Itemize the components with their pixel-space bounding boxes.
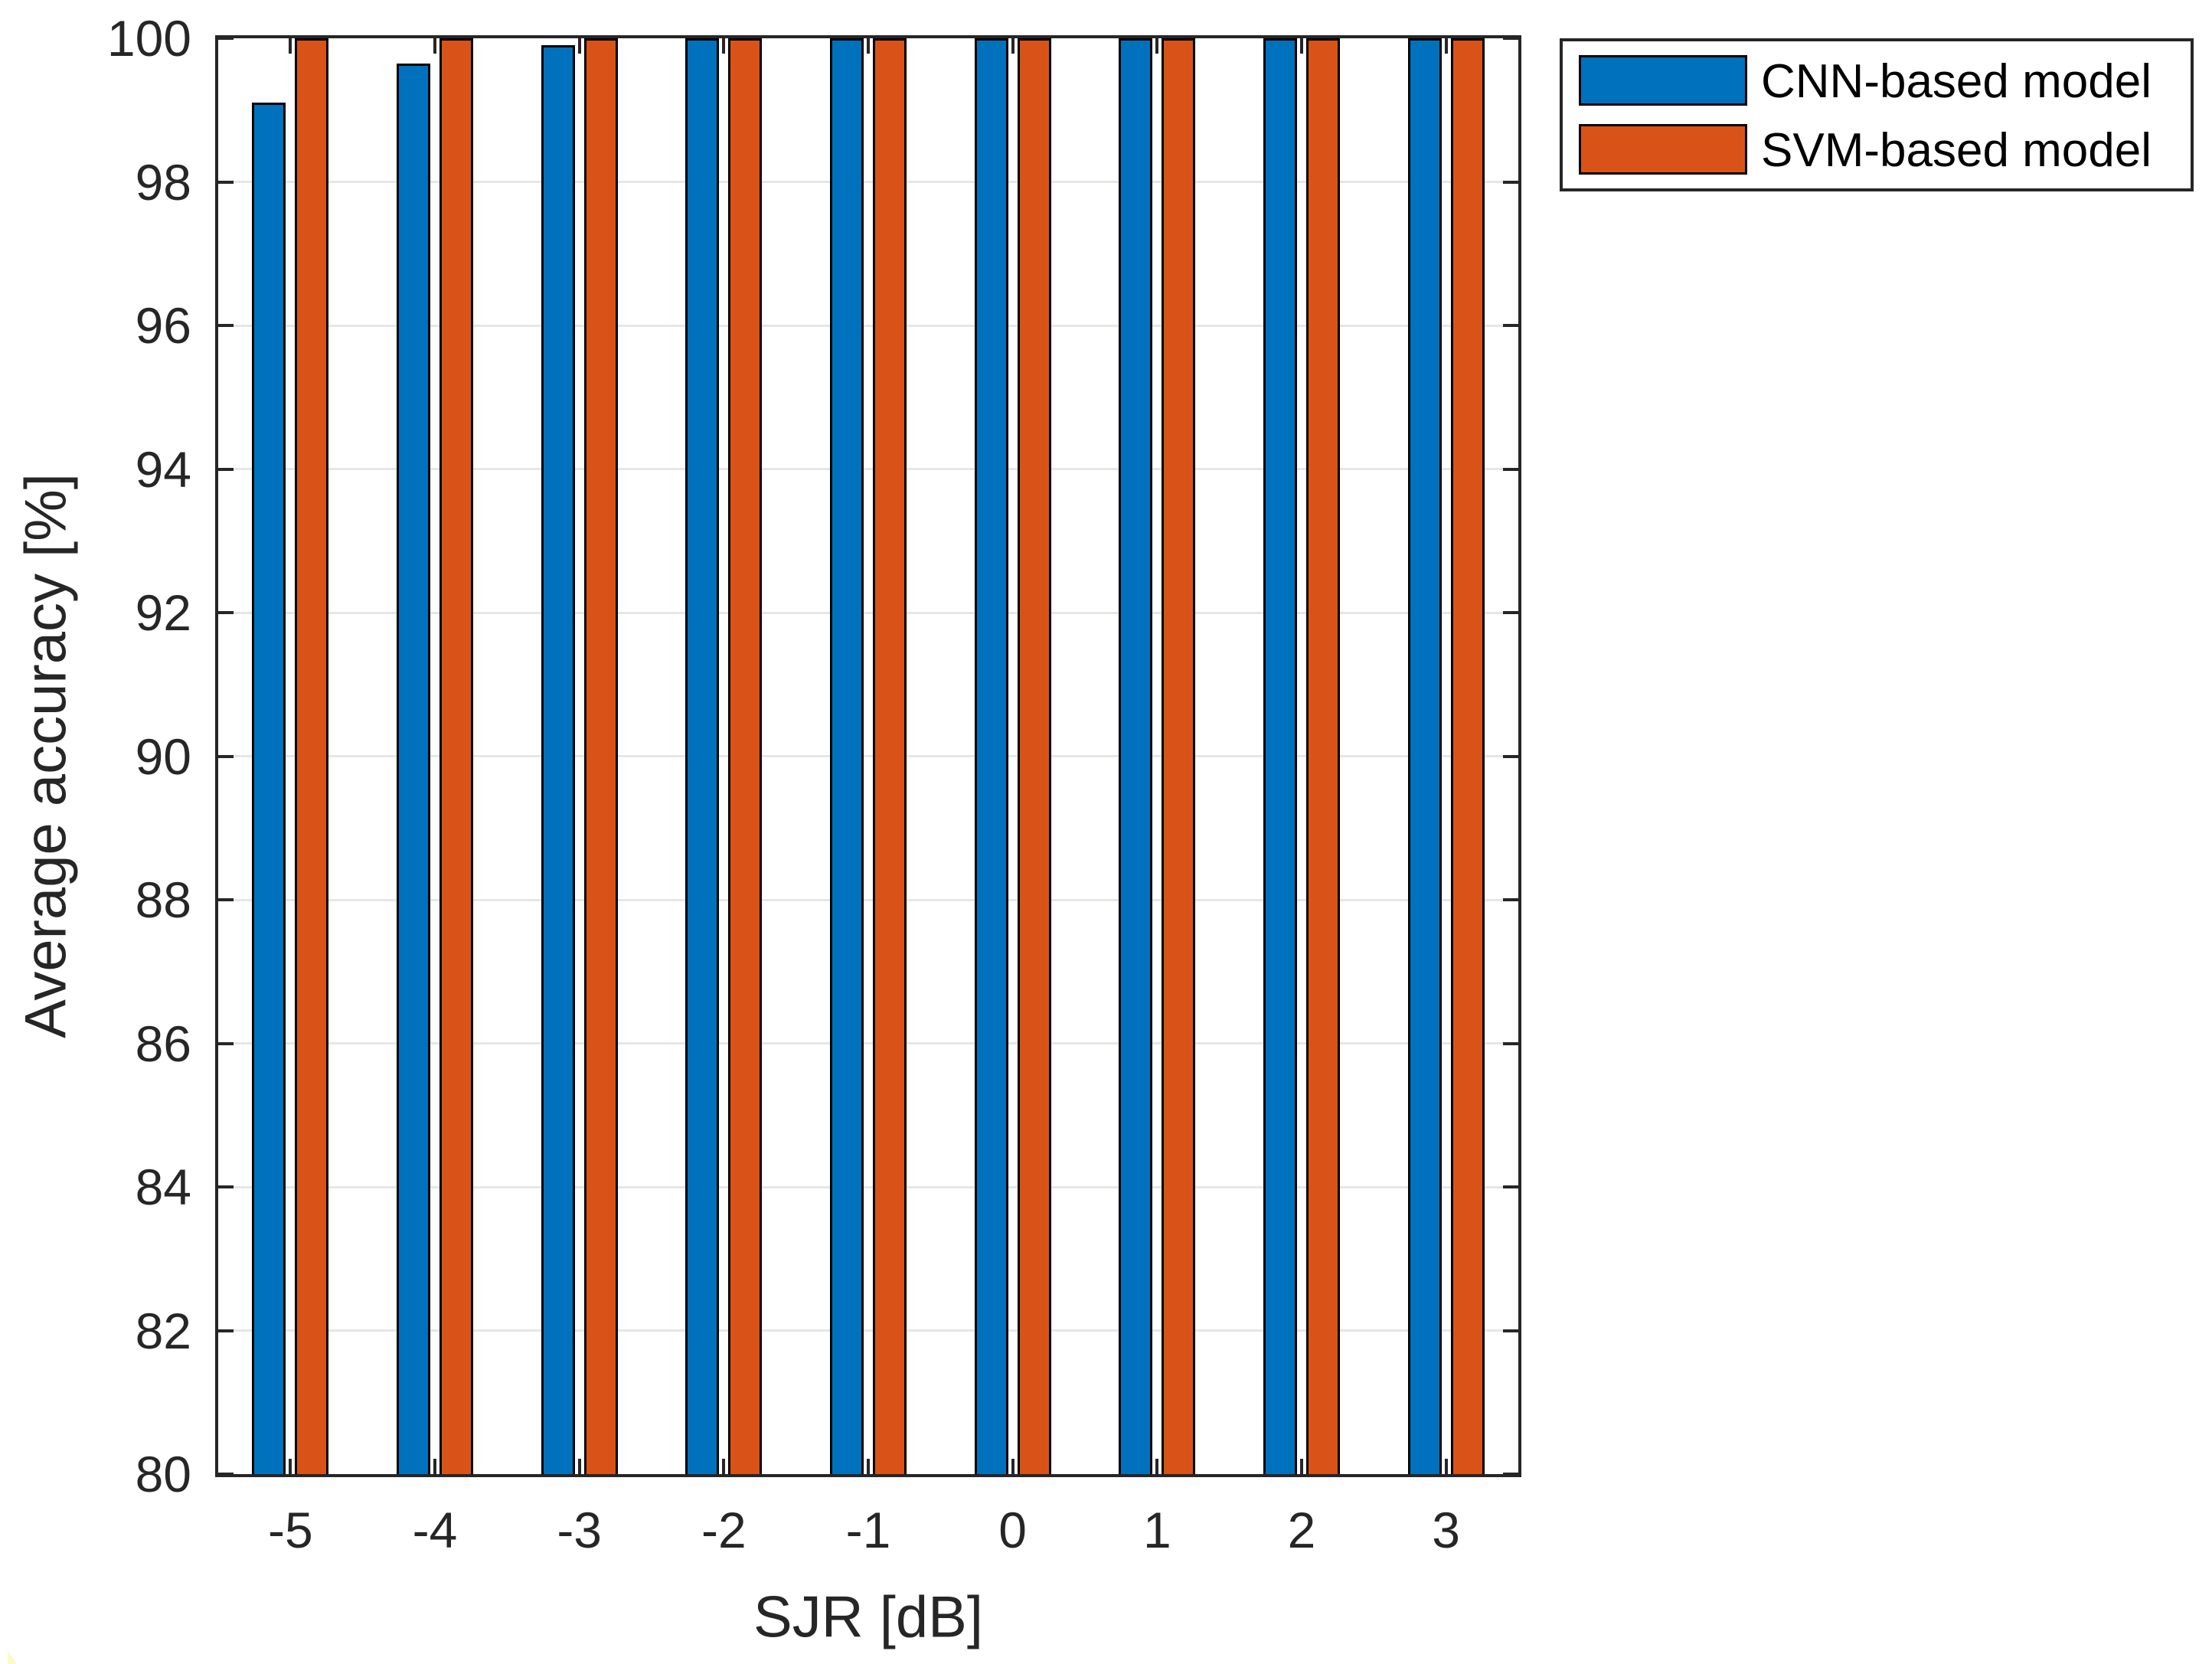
bar-cnn-based-model-at-0 [974, 38, 1008, 1474]
bar-svm-based-model-at-1 [1162, 38, 1196, 1474]
x-tick-mark-bottom [722, 1459, 726, 1474]
y-tick-mark-left [218, 180, 234, 184]
bar-cnn-based-model-at-2 [1263, 38, 1297, 1474]
x-axis-label: SJR [dB] [753, 1584, 983, 1650]
y-tick-mark-left [218, 1473, 234, 1476]
y-tick-label: 84 [135, 1159, 191, 1215]
y-tick-mark-left [218, 611, 234, 614]
x-tick-mark-bottom [289, 1459, 292, 1474]
x-tick-mark-top [577, 38, 581, 54]
legend-label-svm: SVM-based model [1761, 124, 2152, 177]
bar-cnn-based-model-at--5 [252, 103, 286, 1474]
gridline-y-86 [218, 1042, 1518, 1044]
gridline-y-84 [218, 1185, 1518, 1188]
y-tick-label: 86 [135, 1015, 191, 1072]
x-tick-label: 3 [1432, 1502, 1461, 1558]
y-tick-label: 80 [135, 1446, 191, 1502]
y-tick-label: 98 [135, 153, 191, 211]
bar-svm-based-model-at--5 [295, 38, 329, 1474]
legend-swatch-cnn [1579, 55, 1747, 106]
gridline-y-82 [218, 1329, 1518, 1332]
x-tick-label: 2 [1287, 1502, 1316, 1558]
bar-cnn-based-model-at-1 [1119, 38, 1153, 1474]
x-tick-mark-bottom [1444, 1459, 1448, 1474]
x-tick-mark-top [1300, 38, 1303, 54]
x-tick-mark-top [1011, 38, 1015, 54]
bar-svm-based-model-at-3 [1450, 38, 1485, 1474]
legend-swatch-svm [1579, 124, 1747, 175]
x-tick-mark-top [1155, 38, 1159, 54]
bar-cnn-based-model-at--3 [541, 45, 575, 1474]
gridline-y-94 [218, 468, 1518, 470]
x-tick-mark-top [722, 38, 726, 54]
bar-svm-based-model-at-0 [1017, 38, 1051, 1474]
x-tick-label: -4 [412, 1502, 458, 1558]
y-tick-mark-left [218, 898, 234, 901]
bar-svm-based-model-at--4 [439, 38, 473, 1474]
y-tick-mark-left [218, 467, 234, 471]
x-tick-mark-top [433, 38, 436, 54]
bar-svm-based-model-at--2 [728, 38, 763, 1474]
y-tick-mark-right [1503, 467, 1518, 471]
gridline-y-98 [218, 181, 1518, 183]
y-tick-mark-left [218, 1185, 234, 1188]
bar-cnn-based-model-at-3 [1407, 38, 1442, 1474]
gridline-y-96 [218, 324, 1518, 327]
y-tick-mark-left [218, 1329, 234, 1332]
y-tick-mark-right [1503, 180, 1518, 184]
bar-svm-based-model-at-2 [1306, 38, 1340, 1474]
y-tick-mark-left [218, 754, 234, 758]
y-tick-mark-right [1503, 37, 1518, 40]
y-tick-label: 96 [135, 297, 191, 354]
bar-cnn-based-model-at--2 [685, 38, 720, 1474]
x-tick-mark-top [867, 38, 870, 54]
y-tick-label: 90 [135, 727, 191, 785]
y-tick-mark-right [1503, 324, 1518, 327]
y-tick-label: 92 [135, 584, 191, 641]
y-tick-mark-right [1503, 1473, 1518, 1476]
y-tick-mark-left [218, 37, 234, 40]
y-axis-label: Average accuracy [%] [13, 473, 79, 1038]
y-tick-label: 82 [135, 1302, 191, 1359]
y-tick-label: 100 [106, 10, 191, 67]
bar-svm-based-model-at--1 [873, 38, 907, 1474]
y-tick-mark-right [1503, 611, 1518, 614]
y-tick-mark-right [1503, 754, 1518, 758]
x-tick-label: 1 [1142, 1502, 1171, 1558]
gridline-y-88 [218, 898, 1518, 901]
x-tick-label: -2 [701, 1502, 747, 1558]
gridline-y-90 [218, 755, 1518, 757]
y-tick-mark-left [218, 1041, 234, 1045]
legend: CNN-based model SVM-based model [1560, 38, 2194, 191]
bar-cnn-based-model-at--4 [397, 63, 430, 1474]
x-tick-mark-bottom [1155, 1459, 1159, 1474]
x-tick-mark-bottom [1011, 1459, 1015, 1474]
x-tick-mark-bottom [577, 1459, 581, 1474]
y-tick-mark-left [218, 324, 234, 327]
gridline-y-92 [218, 611, 1518, 614]
corner-artifact [8, 1650, 17, 1664]
x-tick-label: 0 [998, 1502, 1028, 1558]
x-tick-mark-top [1444, 38, 1448, 54]
y-tick-mark-right [1503, 1329, 1518, 1332]
y-tick-mark-right [1503, 898, 1518, 901]
x-tick-label: -1 [845, 1502, 891, 1558]
bar-svm-based-model-at--3 [583, 38, 618, 1474]
x-tick-label: -3 [557, 1502, 602, 1558]
y-tick-label: 88 [135, 871, 191, 928]
legend-label-cnn: CNN-based model [1761, 55, 2152, 108]
x-tick-mark-bottom [867, 1459, 870, 1474]
y-tick-mark-right [1503, 1041, 1518, 1045]
x-tick-mark-bottom [1300, 1459, 1303, 1474]
y-tick-label: 94 [135, 440, 191, 498]
y-tick-mark-right [1503, 1185, 1518, 1188]
x-tick-mark-bottom [433, 1459, 436, 1474]
bar-cnn-based-model-at--1 [830, 38, 864, 1474]
x-tick-label: -5 [267, 1502, 313, 1558]
x-tick-mark-top [289, 38, 292, 54]
